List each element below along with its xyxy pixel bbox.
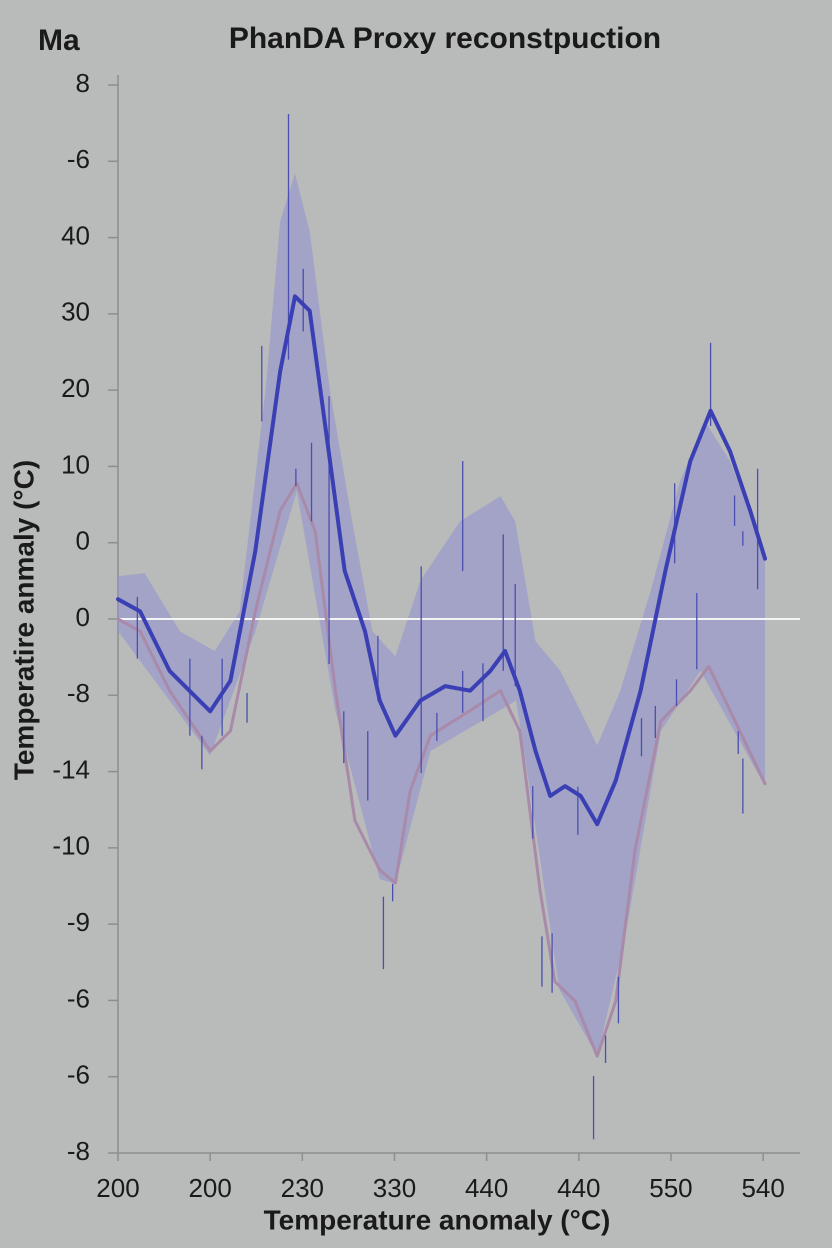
x-tick-label: 200 [188, 1173, 231, 1203]
y-tick-label: -10 [52, 831, 90, 861]
y-tick-label: -6 [67, 983, 90, 1013]
x-tick-label: 230 [281, 1173, 324, 1203]
y-tick-label: 20 [61, 373, 90, 403]
y-tick-label: 0 [76, 602, 90, 632]
x-tick-label: 440 [557, 1173, 600, 1203]
x-tick-label: 440 [465, 1173, 508, 1203]
y-tick-label: -6 [67, 1060, 90, 1090]
x-tick-label: 550 [649, 1173, 692, 1203]
chart-title: PhanDA Proxy reconstpuction [229, 22, 661, 55]
lower-line [116, 481, 767, 1058]
x-tick-label: 540 [741, 1173, 784, 1203]
y-axis-label: Temperatire anmaly (°C) [8, 460, 39, 780]
y-tick-label: -14 [52, 754, 90, 784]
x-tick-label: 200 [96, 1173, 139, 1203]
y-tick-label: 8 [76, 68, 90, 98]
x-tick-label: 330 [373, 1173, 416, 1203]
uncertainty-band [118, 173, 765, 1057]
y-tick-label: -6 [67, 144, 90, 174]
corner-label: Ma [38, 24, 80, 57]
mean-line [116, 294, 767, 827]
y-tick-label: 30 [61, 297, 90, 327]
y-tick-label: 40 [61, 220, 90, 250]
y-tick-label: -8 [67, 1136, 90, 1166]
x-axis-label: Temperature anomaly (°C) [264, 1204, 611, 1235]
y-tick-label: -8 [67, 678, 90, 708]
y-tick-label: 0 [76, 526, 90, 556]
y-tick-label: -9 [67, 907, 90, 937]
y-tick-label: 10 [61, 449, 90, 479]
